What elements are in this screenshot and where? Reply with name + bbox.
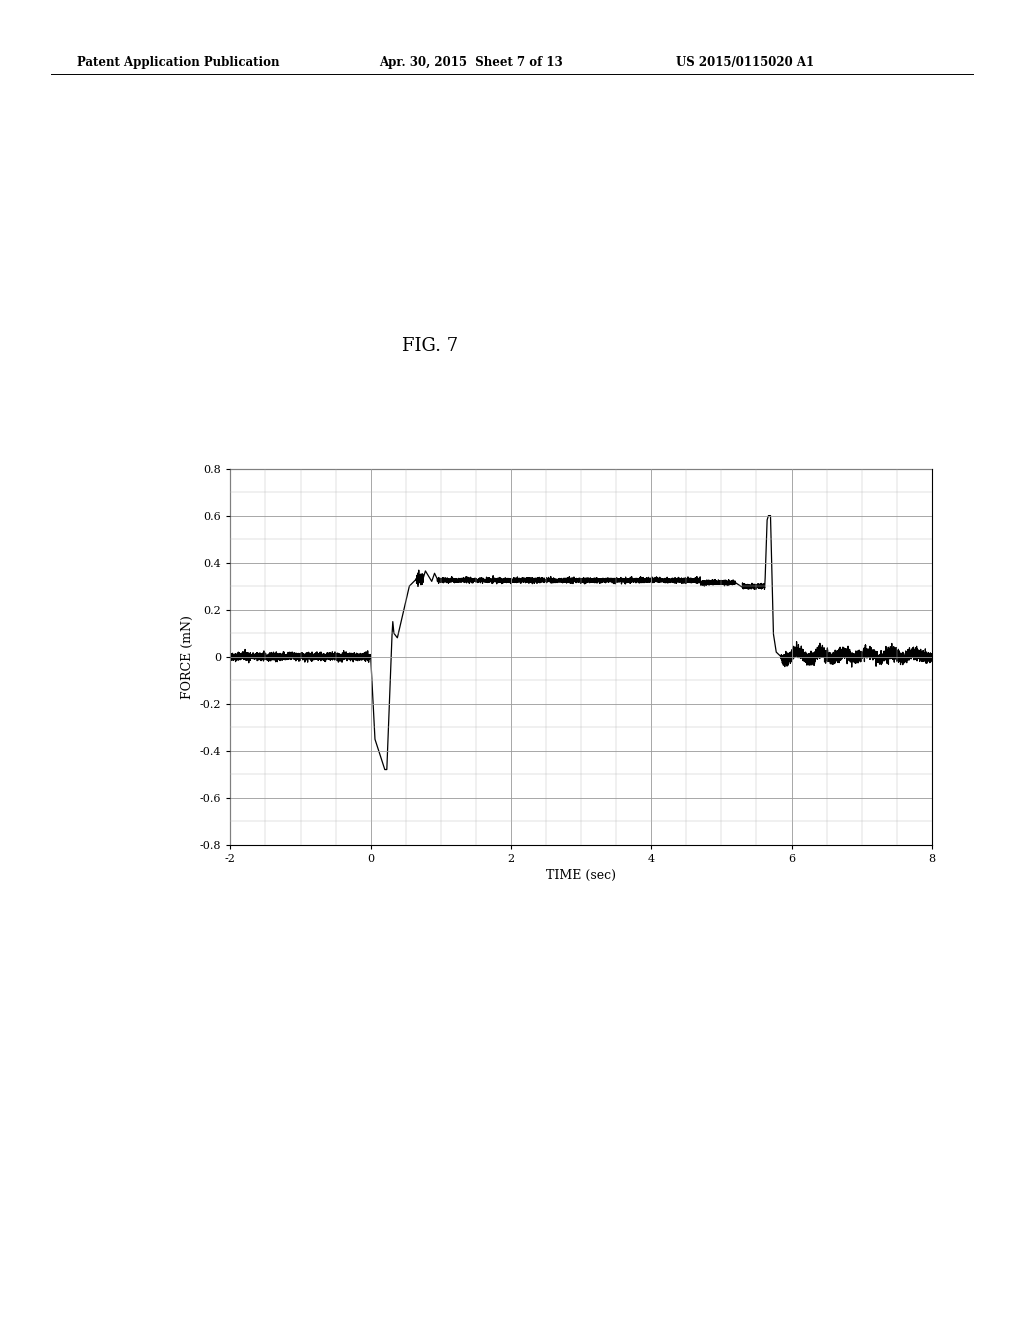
- X-axis label: TIME (sec): TIME (sec): [546, 870, 616, 882]
- Text: US 2015/0115020 A1: US 2015/0115020 A1: [676, 55, 814, 69]
- Text: Patent Application Publication: Patent Application Publication: [77, 55, 280, 69]
- Y-axis label: FORCE (mN): FORCE (mN): [181, 615, 195, 698]
- Text: Apr. 30, 2015  Sheet 7 of 13: Apr. 30, 2015 Sheet 7 of 13: [379, 55, 562, 69]
- Text: FIG. 7: FIG. 7: [402, 337, 458, 355]
